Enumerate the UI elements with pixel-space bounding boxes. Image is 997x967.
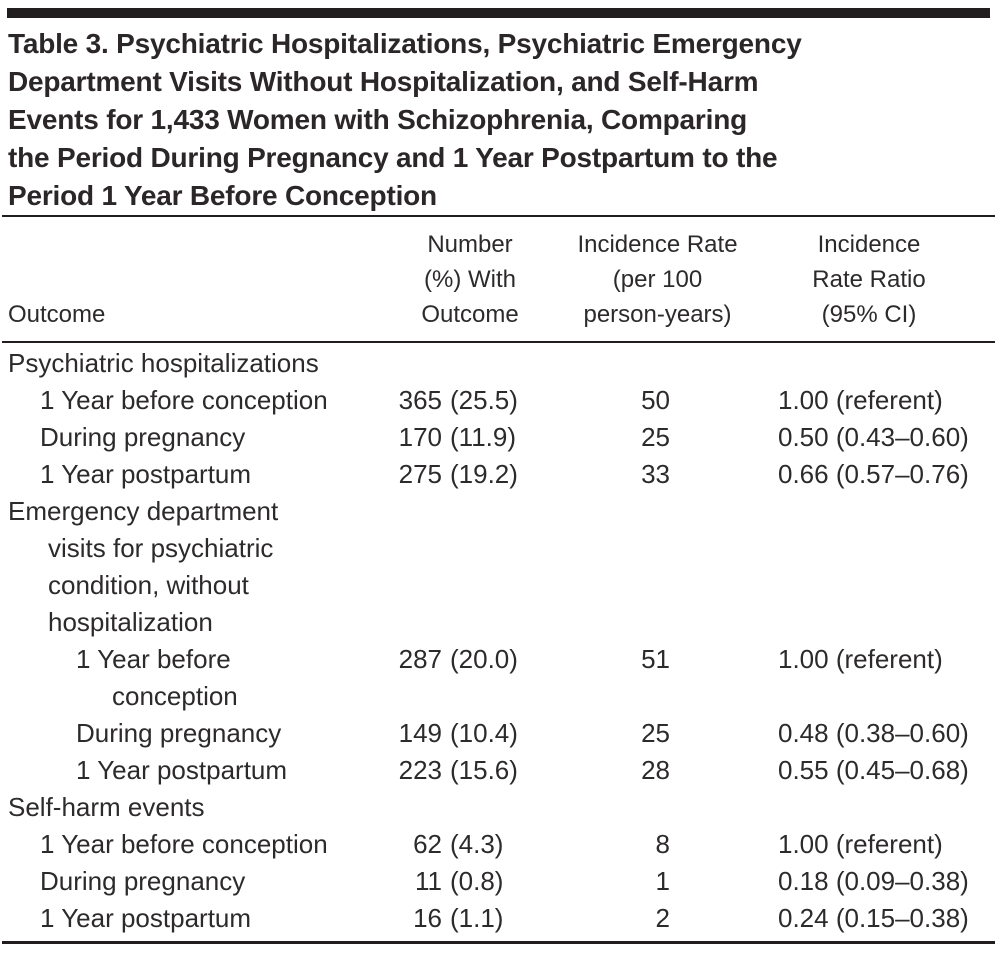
section-label: Self-harm events <box>8 792 205 822</box>
cell-incidence-rate: 51 <box>641 644 670 674</box>
cell-number-with-outcome: 223 (15.6) <box>390 752 550 789</box>
cell-irr: 0.48 (0.38–0.60) <box>778 718 969 748</box>
column-header-irr: Incidence Rate Ratio (95% CI) <box>812 231 926 328</box>
header-divider <box>2 341 995 343</box>
column-header-outcome: Outcome <box>8 301 106 328</box>
row-label: During pregnancy <box>40 866 246 896</box>
cell-incidence-rate: 28 <box>641 755 670 785</box>
row-label: 1 Year postpartum <box>40 459 252 489</box>
table-row: During pregnancy 149 (10.4) 25 0.48 (0.3… <box>0 715 997 752</box>
table-row: During pregnancy 11 (0.8) 1 0.18 (0.09–0… <box>0 863 997 900</box>
cell-irr: 0.24 (0.15–0.38) <box>778 903 969 933</box>
table-title: Table 3. Psychiatric Hospitalizations, P… <box>8 25 989 215</box>
row-label: 1 Year before conception <box>76 644 238 711</box>
cell-irr: 1.00 (referent) <box>778 385 943 415</box>
title-line: Events for 1,433 Women with Schizophreni… <box>8 104 747 135</box>
cell-percent: (1.1) <box>450 903 504 933</box>
cell-number-with-outcome: 11 (0.8) <box>390 863 550 900</box>
table-row: 1 Year before conception 365 (25.5) 50 1… <box>0 382 997 419</box>
table-row: 1 Year postpartum 275 (19.2) 33 0.66 (0.… <box>0 456 997 493</box>
cell-percent: (25.5) <box>450 385 518 415</box>
section-label: Psychiatric hospitalizations <box>8 348 319 378</box>
column-header-incidence-rate: Incidence Rate (per 100 person-years) <box>577 231 738 328</box>
cell-number: 11 <box>415 866 442 896</box>
cell-number: 287 <box>398 644 442 674</box>
cell-number-with-outcome: 365 (25.5) <box>390 382 550 419</box>
table-body: Psychiatric hospitalizations 1 Year befo… <box>0 343 997 937</box>
table-header-row: Outcome Number (%) With Outcome Incidenc… <box>0 217 997 341</box>
row-label: 1 Year before conception <box>40 829 328 859</box>
section-label: Emergency department visits for psychiat… <box>8 496 279 637</box>
row-label: 1 Year postpartum <box>76 755 288 785</box>
cell-irr: 0.55 (0.45–0.68) <box>778 755 969 785</box>
cell-percent: (15.6) <box>450 755 518 785</box>
cell-incidence-rate: 33 <box>641 459 670 489</box>
cell-incidence-rate: 50 <box>641 385 670 415</box>
cell-irr: 1.00 (referent) <box>778 644 943 674</box>
title-line: Period 1 Year Before Conception <box>8 180 437 211</box>
cell-number: 223 <box>398 755 442 785</box>
cell-incidence-rate: 2 <box>655 903 670 933</box>
cell-percent: (10.4) <box>450 718 518 748</box>
cell-number-with-outcome: 275 (19.2) <box>390 456 550 493</box>
cell-number: 62 <box>413 829 442 859</box>
cell-incidence-rate: 1 <box>655 866 670 896</box>
title-line: Department Visits Without Hospitalizatio… <box>8 66 759 97</box>
title-line: the Period During Pregnancy and 1 Year P… <box>8 142 778 173</box>
column-header-number: Number (%) With Outcome <box>421 231 519 328</box>
title-line: Table 3. Psychiatric Hospitalizations, P… <box>8 28 802 59</box>
cell-percent: (19.2) <box>450 459 518 489</box>
table-row: 1 Year postpartum 223 (15.6) 28 0.55 (0.… <box>0 752 997 789</box>
cell-number-with-outcome: 170 (11.9) <box>390 419 550 456</box>
cell-incidence-rate: 25 <box>641 718 670 748</box>
table-top-bar <box>7 8 990 18</box>
cell-irr: 0.50 (0.43–0.60) <box>778 422 969 452</box>
title-divider <box>2 215 995 217</box>
cell-percent: (4.3) <box>450 829 504 859</box>
row-label: During pregnancy <box>40 422 246 452</box>
cell-number-with-outcome: 149 (10.4) <box>390 715 550 752</box>
cell-percent: (20.0) <box>450 644 518 674</box>
bottom-divider <box>2 941 995 944</box>
cell-number: 16 <box>413 903 442 933</box>
row-label: During pregnancy <box>76 718 282 748</box>
cell-incidence-rate: 25 <box>641 422 670 452</box>
cell-number: 170 <box>398 422 442 452</box>
section-header-row: Emergency department visits for psychiat… <box>0 493 997 641</box>
cell-percent: (11.9) <box>450 422 516 452</box>
cell-number-with-outcome: 16 (1.1) <box>390 900 550 937</box>
cell-irr: 0.66 (0.57–0.76) <box>778 459 969 489</box>
table-row: 1 Year before conception 287 (20.0) 51 1… <box>0 641 997 715</box>
table-row: 1 Year postpartum 16 (1.1) 2 0.24 (0.15–… <box>0 900 997 937</box>
cell-irr: 0.18 (0.09–0.38) <box>778 866 969 896</box>
table-row: 1 Year before conception 62 (4.3) 8 1.00… <box>0 826 997 863</box>
row-label: 1 Year postpartum <box>40 903 252 933</box>
cell-number-with-outcome: 62 (4.3) <box>390 826 550 863</box>
cell-number: 149 <box>398 718 442 748</box>
table-row: During pregnancy 170 (11.9) 25 0.50 (0.4… <box>0 419 997 456</box>
section-header-row: Psychiatric hospitalizations <box>0 345 997 382</box>
section-header-row: Self-harm events <box>0 789 997 826</box>
cell-percent: (0.8) <box>450 866 504 896</box>
cell-number-with-outcome: 287 (20.0) <box>390 641 550 678</box>
cell-incidence-rate: 8 <box>655 829 670 859</box>
cell-number: 365 <box>398 385 442 415</box>
row-label: 1 Year before conception <box>40 385 328 415</box>
cell-irr: 1.00 (referent) <box>778 829 943 859</box>
cell-number: 275 <box>398 459 442 489</box>
